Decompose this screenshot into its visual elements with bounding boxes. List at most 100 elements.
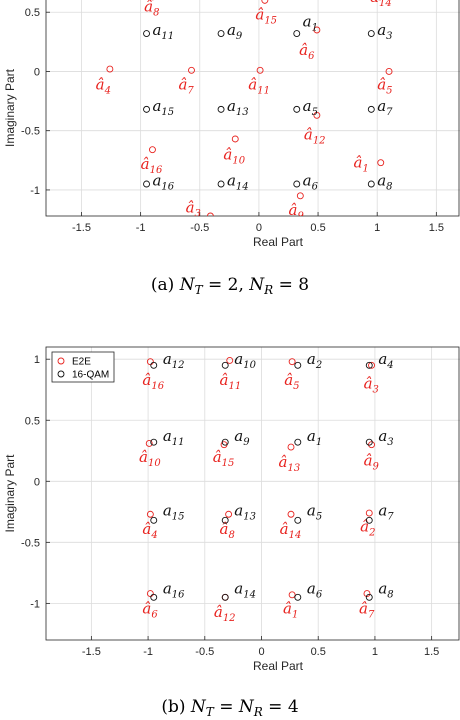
axes-frame <box>45 0 460 217</box>
plot-area <box>46 347 459 640</box>
label-subscript: 15 <box>264 16 277 27</box>
qam-label-6: a6 <box>307 580 323 601</box>
label-subscript: 15 <box>172 512 185 523</box>
e2e-label-4: â4 <box>96 75 111 96</box>
label-subscript: 6 <box>308 51 315 62</box>
x-tick-label: 1.5 <box>429 222 444 234</box>
label-base: a <box>163 502 172 520</box>
e2e-point-15 <box>261 0 269 4</box>
label-base: a <box>234 350 243 368</box>
e2e-label-1: â1 <box>283 599 298 620</box>
label-base: â <box>220 520 229 538</box>
label-subscript: 14 <box>236 181 249 192</box>
qam-point-5 <box>293 105 301 113</box>
x-tick-label: 1.5 <box>424 646 439 658</box>
x-axis-label: Real Part <box>253 235 304 249</box>
label-subscript: 5 <box>386 85 392 96</box>
caption-part: = 2, <box>203 275 250 295</box>
label-base: â <box>279 453 288 471</box>
e2e-point-7 <box>188 66 195 74</box>
label-base: a <box>378 350 387 368</box>
qam-label-8: a8 <box>378 580 393 601</box>
label-base: â <box>142 599 151 617</box>
qam-label-7: a7 <box>378 502 394 523</box>
label-subscript: 14 <box>379 0 392 9</box>
y-tick-label: 0.5 <box>25 7 40 19</box>
label-subscript: 1 <box>362 164 368 175</box>
label-subscript: 9 <box>236 31 243 42</box>
qam-point-10 <box>221 361 229 369</box>
label-subscript: 4 <box>386 360 393 371</box>
y-tick-label: -0.5 <box>21 126 40 138</box>
qam-point-1 <box>293 30 301 37</box>
label-subscript: 9 <box>297 211 304 222</box>
label-subscript: 11 <box>172 437 185 448</box>
x-axis-label: Real Part <box>253 659 304 673</box>
qam-point-16 <box>143 180 150 188</box>
label-base: â <box>288 201 297 219</box>
qam-point-4 <box>365 361 373 369</box>
e2e-label-16: â16 <box>142 371 164 392</box>
label-base: a <box>234 427 243 445</box>
caption-part: = <box>214 697 239 717</box>
label-base: a <box>307 502 316 520</box>
e2e-label-7: â7 <box>178 75 194 96</box>
label-subscript: 16 <box>151 381 164 392</box>
label-subscript: 7 <box>386 107 393 118</box>
qam-point-11 <box>143 30 150 37</box>
legend-label-0: E2E <box>72 357 91 368</box>
label-base: â <box>360 517 369 535</box>
label-base: â <box>370 0 379 6</box>
y-tick-label: 0 <box>34 476 40 488</box>
caption-part: (b) <box>161 697 191 717</box>
e2e-point-9 <box>296 192 304 200</box>
label-base: â <box>96 75 105 93</box>
x-tick-label: 0.5 <box>310 222 325 234</box>
label-subscript: 13 <box>287 463 300 474</box>
label-subscript: 10 <box>148 458 161 469</box>
label-subscript: 3 <box>373 385 379 396</box>
x-tick-label: 1 <box>372 646 378 658</box>
qam-point-15 <box>143 105 150 113</box>
e2e-point-1 <box>377 159 385 167</box>
label-base: a <box>234 580 243 598</box>
label-base: a <box>152 171 161 189</box>
label-subscript: 11 <box>161 31 174 42</box>
label-subscript: 6 <box>312 181 319 192</box>
caption-part: = 4 <box>263 697 299 717</box>
x-tick-label: 1 <box>374 222 380 234</box>
label-subscript: 10 <box>243 360 256 371</box>
x-tick-label: 0 <box>256 222 262 234</box>
qam-label-15: a15 <box>152 97 174 118</box>
label-base: a <box>227 21 236 39</box>
label-base: â <box>144 0 153 15</box>
label-base: â <box>142 371 151 389</box>
qam-label-6: a6 <box>303 171 319 192</box>
e2e-label-15: â15 <box>255 6 277 27</box>
qam-point-16 <box>150 593 158 601</box>
qam-point-1 <box>294 438 302 446</box>
label-base: a <box>227 171 236 189</box>
qam-point-12 <box>150 361 158 369</box>
e2e-point-4 <box>106 65 114 73</box>
e2e-point-12 <box>313 111 321 119</box>
qam-label-1: a1 <box>303 13 318 34</box>
label-subscript: 11 <box>257 85 270 96</box>
label-base: a <box>163 580 172 598</box>
label-subscript: 6 <box>316 590 323 601</box>
qam-label-11: a11 <box>152 21 174 42</box>
label-base: a <box>163 350 172 368</box>
label-subscript: 16 <box>172 590 185 601</box>
e2e-point-10 <box>231 135 239 143</box>
e2e-label-4: â4 <box>142 520 157 541</box>
label-subscript: 9 <box>373 462 380 473</box>
e2e-point-11 <box>256 66 264 74</box>
caption-part: (a) <box>151 275 180 295</box>
qam-point-7 <box>367 105 375 113</box>
qam-label-11: a11 <box>163 427 185 448</box>
plot-area <box>46 0 459 216</box>
label-subscript: 12 <box>172 360 185 371</box>
legend-marker-0 <box>57 357 65 365</box>
qam-label-12: a12 <box>163 350 185 371</box>
